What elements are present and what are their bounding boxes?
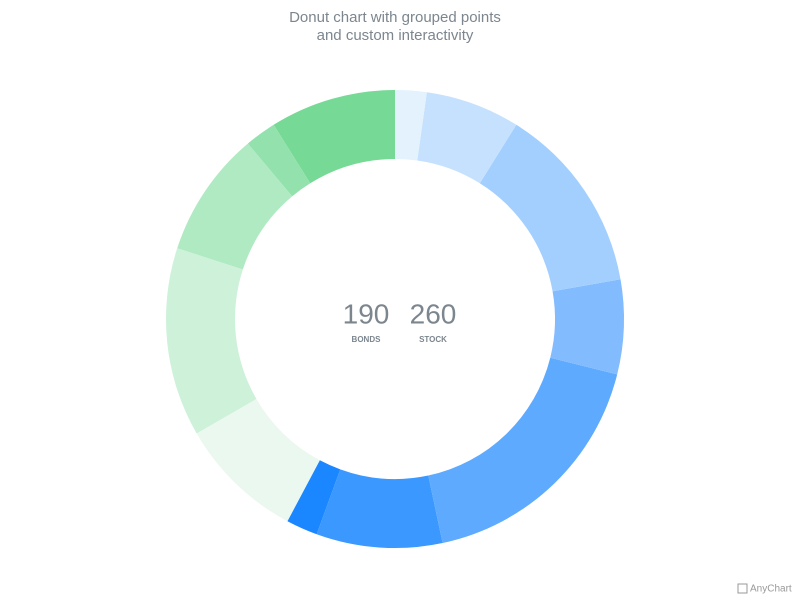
- donut-slice: [479, 124, 621, 292]
- credit-icon: [737, 583, 748, 594]
- chart-title: Donut chart with grouped points: [289, 9, 501, 26]
- donut-slice: [550, 279, 624, 375]
- donut-slice: [247, 124, 311, 197]
- center-value: 190: [343, 298, 390, 329]
- donut-slice: [166, 248, 257, 434]
- donut-slice: [177, 143, 293, 270]
- center-label: STOCK: [419, 335, 447, 344]
- donut-slice: [273, 90, 395, 184]
- donut-slice: [196, 399, 320, 522]
- center-label: BONDS: [352, 335, 382, 344]
- chart-title: and custom interactivity: [317, 27, 474, 44]
- donut-slice: [417, 92, 517, 184]
- donut-slice: [395, 90, 427, 161]
- donut-slice: [287, 460, 341, 535]
- credit[interactable]: AnyChart: [750, 584, 792, 595]
- center-value: 260: [410, 298, 457, 329]
- donut-slice: [428, 357, 618, 543]
- donut-slice: [316, 469, 443, 548]
